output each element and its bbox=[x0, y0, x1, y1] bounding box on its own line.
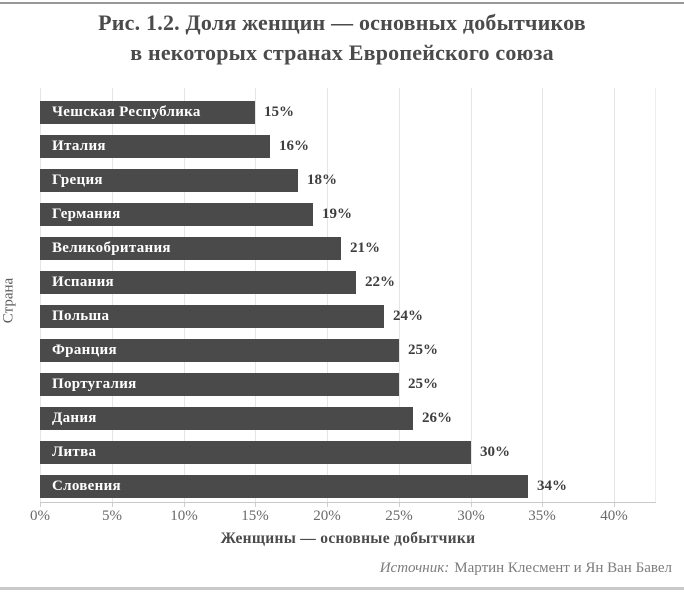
bar-value-label: 19% bbox=[322, 206, 352, 222]
tick-mark bbox=[399, 503, 400, 507]
tick-mark bbox=[255, 503, 256, 507]
bar-category-label: Португалия bbox=[52, 376, 137, 392]
bar-row: Словения 34% bbox=[40, 475, 656, 498]
bar: Франция bbox=[40, 339, 399, 362]
x-tick-label: 10% bbox=[170, 508, 198, 524]
plot-area: Чешская Республика 15% Италия 16% Греция 18% Г… bbox=[40, 88, 656, 507]
tick-mark bbox=[40, 503, 41, 507]
gridline bbox=[184, 88, 185, 502]
bar-value-label: 21% bbox=[350, 240, 380, 256]
bar-category-label: Польша bbox=[52, 308, 110, 324]
bar-value-label: 16% bbox=[279, 138, 309, 154]
bar: Великобритания bbox=[40, 237, 341, 260]
bar-row: Чешская Республика 15% bbox=[40, 101, 656, 124]
x-tick-label: 35% bbox=[528, 508, 556, 524]
bar-value-label: 25% bbox=[408, 342, 438, 358]
bar-category-label: Великобритания bbox=[52, 240, 171, 256]
bar-category-label: Франция bbox=[52, 342, 117, 358]
bar-row: Италия 16% bbox=[40, 135, 656, 158]
gridline bbox=[542, 88, 543, 502]
source-line: Источник: Мартин Клесмент и Ян Ван Бавел bbox=[380, 560, 672, 577]
gridline bbox=[399, 88, 400, 502]
gridline bbox=[255, 88, 256, 502]
source-text: Мартин Клесмент и Ян Ван Бавел bbox=[454, 560, 672, 576]
x-tick-label: 15% bbox=[241, 508, 269, 524]
bar-row: Греция 18% bbox=[40, 169, 656, 192]
y-axis-label: Страна bbox=[0, 277, 17, 324]
bar-row: Великобритания 21% bbox=[40, 237, 656, 260]
bar-value-label: 18% bbox=[307, 172, 337, 188]
x-tick-label: 20% bbox=[313, 508, 341, 524]
bar: Португалия bbox=[40, 373, 399, 396]
bottom-divider bbox=[0, 587, 684, 590]
gridline bbox=[614, 88, 615, 502]
bar: Литва bbox=[40, 441, 471, 464]
x-tick-label: 25% bbox=[385, 508, 413, 524]
bar-category-label: Италия bbox=[52, 138, 106, 154]
gridline bbox=[327, 88, 328, 502]
bar: Греция bbox=[40, 169, 298, 192]
top-divider bbox=[0, 2, 684, 4]
bar-row: Польша 24% bbox=[40, 305, 656, 328]
tick-mark bbox=[112, 503, 113, 507]
bar-row: Литва 30% bbox=[40, 441, 656, 464]
bar-value-label: 30% bbox=[480, 444, 510, 460]
bar-value-label: 25% bbox=[408, 376, 438, 392]
bar: Словения bbox=[40, 475, 528, 498]
bar: Польша bbox=[40, 305, 384, 328]
x-tick-label: 40% bbox=[600, 508, 628, 524]
bar-category-label: Дания bbox=[52, 410, 97, 426]
chart-title-line2: в некоторых странах Европейского союза bbox=[130, 40, 554, 65]
bar-value-label: 34% bbox=[537, 478, 567, 494]
bar: Чешская Республика bbox=[40, 101, 255, 124]
bar-row: Франция 25% bbox=[40, 339, 656, 362]
gridline bbox=[40, 88, 41, 502]
bar-value-label: 24% bbox=[393, 308, 423, 324]
x-tick-label: 30% bbox=[457, 508, 485, 524]
bar: Дания bbox=[40, 407, 413, 430]
tick-mark bbox=[471, 503, 472, 507]
bar-value-label: 26% bbox=[422, 410, 452, 426]
x-tick-label: 0% bbox=[30, 508, 50, 524]
bar: Испания bbox=[40, 271, 356, 294]
chart-title: Рис. 1.2. Доля женщин — основных добытчи… bbox=[0, 8, 684, 68]
bar: Германия bbox=[40, 203, 313, 226]
bar-row: Германия 19% bbox=[40, 203, 656, 226]
gridline bbox=[471, 88, 472, 502]
tick-mark bbox=[184, 503, 185, 507]
bar-row: Португалия 25% bbox=[40, 373, 656, 396]
bar-category-label: Греция bbox=[52, 172, 103, 188]
chart-title-line1: Рис. 1.2. Доля женщин — основных добытчи… bbox=[98, 10, 586, 35]
gridline bbox=[112, 88, 113, 502]
tick-mark bbox=[542, 503, 543, 507]
bar-value-label: 22% bbox=[365, 274, 395, 290]
x-tick-label: 5% bbox=[102, 508, 122, 524]
x-axis-label: Женщины — основные добытчики bbox=[220, 530, 476, 547]
tick-mark bbox=[614, 503, 615, 507]
bar-category-label: Чешская Республика bbox=[52, 104, 201, 120]
bar-row: Испания 22% bbox=[40, 271, 656, 294]
tick-mark bbox=[327, 503, 328, 507]
bar-value-label: 15% bbox=[264, 104, 294, 120]
bar-row: Дания 26% bbox=[40, 407, 656, 430]
source-prefix: Источник: bbox=[379, 560, 450, 576]
bar-category-label: Испания bbox=[52, 274, 114, 290]
x-axis-ticks: 0% 5% 10% 15% 20% 25% 30% 35% 40% bbox=[0, 508, 684, 530]
bar-category-label: Германия bbox=[52, 206, 121, 222]
plot-right-edge bbox=[655, 88, 656, 502]
bar-category-label: Литва bbox=[52, 444, 97, 460]
bar-category-label: Словения bbox=[52, 478, 121, 494]
bar: Италия bbox=[40, 135, 270, 158]
